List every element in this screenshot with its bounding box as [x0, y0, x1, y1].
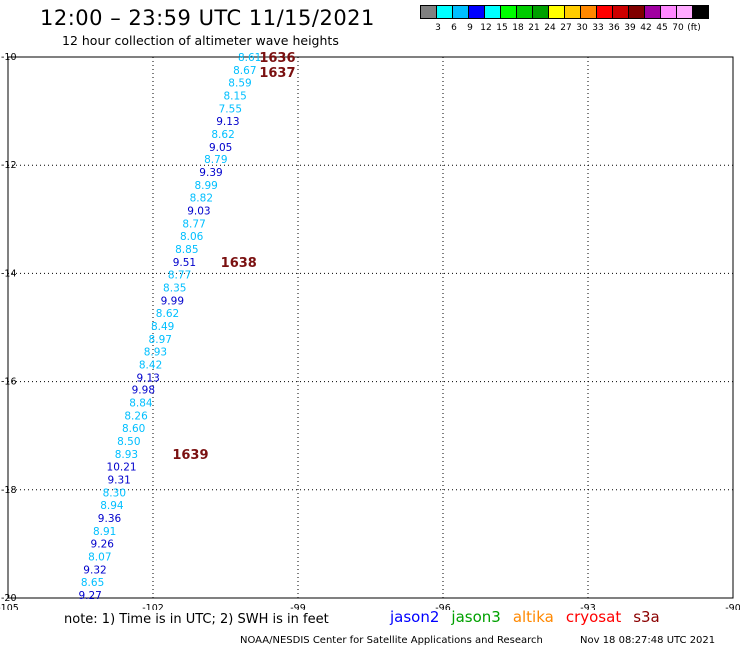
- color-legend: 3 6 9 12 15 18 21 24 27 30 33 36 39 42 45 70 (ft): [420, 5, 709, 33]
- x-tick-label: -105: [0, 603, 19, 610]
- units-note: note: 1) Time is in UTC; 2) SWH is in fe…: [64, 612, 329, 627]
- generated-timestamp: Nov 18 08:27:48 UTC 2021: [580, 635, 716, 646]
- wave-height-value: 8.30: [103, 488, 126, 500]
- y-tick-label: -16: [1, 377, 17, 388]
- x-tick-label: -93: [580, 603, 596, 610]
- legend-labels: 3 6 9 12 15 18 21 24 27 30 33 36 39 42 45 70 (ft): [421, 23, 740, 35]
- wave-height-value: 8.93: [115, 449, 138, 461]
- legend-label: 33: [592, 23, 604, 33]
- map-title: 12:00 – 23:59 UTC 11/15/2021: [40, 6, 375, 30]
- legend-label: 6: [451, 23, 457, 33]
- legend-swatch-17: [692, 5, 709, 19]
- wave-height-value: 8.82: [190, 193, 213, 205]
- wave-height-value: 8.07: [88, 551, 111, 563]
- legend-label: 36: [608, 23, 620, 33]
- wave-height-value: 8.93: [144, 346, 167, 358]
- credit-line: NOAA/NESDIS Center for Satellite Applica…: [240, 635, 543, 646]
- legend-label: 39: [624, 23, 636, 33]
- satellite-jason2: jason2: [390, 608, 440, 626]
- wave-height-value: 8.91: [93, 526, 116, 538]
- satellite-altika: altika: [512, 608, 554, 626]
- wave-height-value: 8.59: [228, 77, 251, 89]
- wave-height-value: 9.39: [199, 167, 222, 179]
- wave-height-value: 9.03: [187, 206, 210, 218]
- wave-height-value: 8.62: [156, 308, 179, 320]
- wave-height-value: 8.94: [100, 500, 124, 512]
- wave-height-value: 9.98: [132, 385, 155, 397]
- wave-height-value: 8.49: [151, 321, 174, 333]
- y-tick-label: -12: [1, 160, 17, 171]
- legend-label: 18: [512, 23, 524, 33]
- y-tick-label: -20: [1, 593, 17, 604]
- wave-height-value: 8.61: [238, 52, 261, 64]
- legend-label: 15: [496, 23, 508, 33]
- x-tick-label: -102: [142, 603, 164, 610]
- wave-height-value: 8.79: [204, 154, 227, 166]
- wave-height-value: 8.85: [175, 244, 198, 256]
- wave-height-value: 9.51: [173, 257, 196, 269]
- wave-height-value: 8.77: [168, 269, 191, 281]
- wave-height-value: 8.35: [163, 282, 186, 294]
- x-tick-label: -99: [290, 603, 306, 610]
- wave-height-value: 8.15: [223, 90, 246, 102]
- pass-number-label: 1636: [259, 51, 295, 66]
- wave-height-value: 9.36: [98, 513, 122, 525]
- satellite-legend: jason2 jason3 altika cryosat s3a: [390, 608, 672, 626]
- legend-label: (ft): [687, 23, 701, 33]
- wave-height-value: 9.31: [107, 475, 130, 487]
- legend-label: 42: [640, 23, 652, 33]
- wave-height-value: 8.99: [194, 180, 217, 192]
- satellite-jason3: jason3: [451, 608, 501, 626]
- wave-height-value: 9.27: [78, 590, 101, 602]
- legend-label: 27: [560, 23, 572, 33]
- satellite-cryosat: cryosat: [565, 608, 622, 626]
- wave-height-value: 8.26: [124, 411, 148, 423]
- legend-label: 12: [480, 23, 492, 33]
- legend-label: 9: [467, 23, 473, 33]
- satellite-s3a: s3a: [633, 608, 660, 626]
- wave-height-value: 8.06: [180, 231, 204, 243]
- legend-label: 3: [435, 23, 441, 33]
- y-tick-label: -14: [1, 268, 17, 279]
- wave-height-value: 10.21: [107, 462, 137, 474]
- legend-label: 45: [656, 23, 668, 33]
- wave-height-map: -105 -102 -99 -96 -93 -90 -10 -12 -14 -16 -18 -20 8.…: [0, 51, 740, 610]
- wave-height-value: 8.65: [81, 577, 104, 589]
- legend-label: 24: [544, 23, 556, 33]
- wave-height-value: 7.55: [219, 103, 242, 115]
- legend-label: 30: [576, 23, 588, 33]
- wave-height-value: 8.62: [211, 129, 234, 141]
- wave-height-value: 8.77: [182, 219, 205, 231]
- y-tick-label: -10: [1, 52, 17, 63]
- wave-height-value: 9.26: [91, 538, 115, 550]
- wave-height-value: 8.50: [117, 436, 140, 448]
- wave-height-value: 8.42: [139, 359, 162, 371]
- x-tick-label: -96: [435, 603, 451, 610]
- map-frame: [7, 56, 734, 599]
- legend-swatches: [420, 5, 709, 19]
- wave-height-value: 9.13: [216, 116, 239, 128]
- wave-height-value: 9.32: [83, 564, 106, 576]
- legend-label: 70: [672, 23, 684, 33]
- wave-height-value: 9.05: [209, 142, 232, 154]
- map-subtitle: 12 hour collection of altimeter wave hei…: [62, 33, 339, 48]
- pass-number-label: 1637: [259, 66, 295, 81]
- wave-height-value: 8.97: [149, 334, 172, 346]
- y-tick-label: -18: [1, 485, 17, 496]
- x-tick-label: -90: [725, 603, 740, 610]
- wave-height-value: 9.99: [161, 295, 184, 307]
- wave-height-value: 8.60: [122, 423, 145, 435]
- wave-height-value: 9.13: [136, 372, 159, 384]
- wave-height-value: 8.84: [129, 398, 153, 410]
- wave-height-value: 8.67: [233, 65, 256, 77]
- legend-label: 21: [528, 23, 540, 33]
- pass-number-label: 1638: [221, 256, 257, 271]
- pass-number-label: 1639: [172, 448, 208, 463]
